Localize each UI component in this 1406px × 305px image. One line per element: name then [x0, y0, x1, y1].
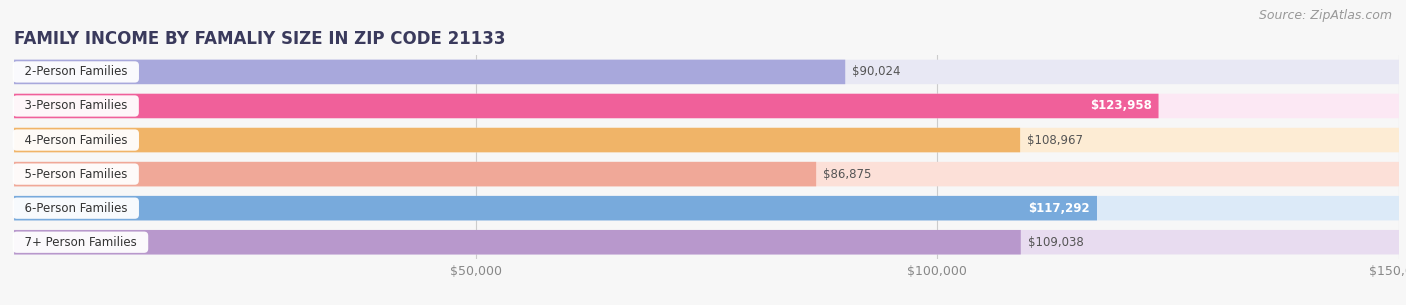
FancyBboxPatch shape: [14, 94, 1399, 118]
FancyBboxPatch shape: [14, 162, 815, 186]
Text: FAMILY INCOME BY FAMALIY SIZE IN ZIP CODE 21133: FAMILY INCOME BY FAMALIY SIZE IN ZIP COD…: [14, 30, 506, 48]
Text: 4-Person Families: 4-Person Families: [17, 134, 135, 146]
FancyBboxPatch shape: [14, 196, 1399, 221]
FancyBboxPatch shape: [14, 196, 1097, 221]
Text: $117,292: $117,292: [1028, 202, 1090, 215]
Text: 7+ Person Families: 7+ Person Families: [17, 236, 143, 249]
FancyBboxPatch shape: [14, 60, 1399, 84]
FancyBboxPatch shape: [14, 230, 1399, 254]
Text: $86,875: $86,875: [823, 168, 872, 181]
Text: 2-Person Families: 2-Person Families: [17, 66, 135, 78]
FancyBboxPatch shape: [14, 94, 1159, 118]
FancyBboxPatch shape: [14, 162, 1399, 186]
FancyBboxPatch shape: [14, 230, 1021, 254]
Text: $109,038: $109,038: [1028, 236, 1084, 249]
FancyBboxPatch shape: [14, 128, 1399, 152]
FancyBboxPatch shape: [14, 128, 1021, 152]
Text: $123,958: $123,958: [1090, 99, 1152, 113]
Text: $108,967: $108,967: [1026, 134, 1083, 146]
Text: $90,024: $90,024: [852, 66, 901, 78]
Text: 3-Person Families: 3-Person Families: [17, 99, 135, 113]
Text: 6-Person Families: 6-Person Families: [17, 202, 135, 215]
FancyBboxPatch shape: [14, 60, 845, 84]
Text: Source: ZipAtlas.com: Source: ZipAtlas.com: [1258, 9, 1392, 22]
Text: 5-Person Families: 5-Person Families: [17, 168, 135, 181]
